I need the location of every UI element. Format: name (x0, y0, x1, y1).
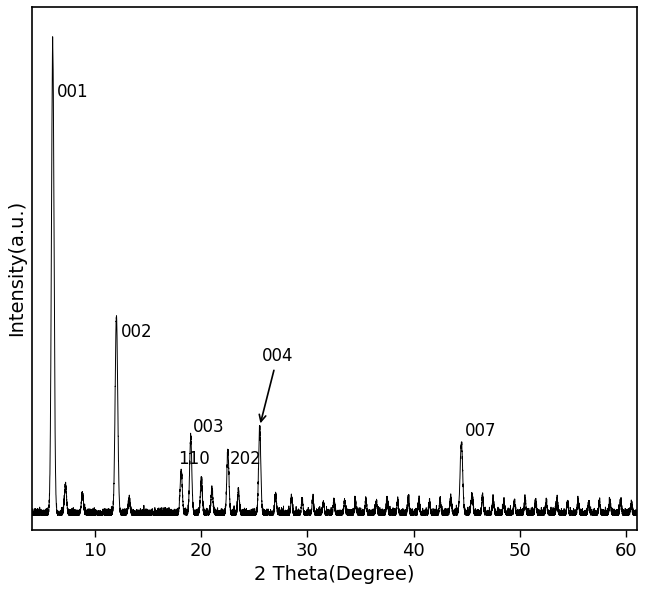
Y-axis label: Intensity(a.u.): Intensity(a.u.) (7, 200, 26, 336)
Text: 202: 202 (230, 450, 262, 469)
X-axis label: 2 Theta(Degree): 2 Theta(Degree) (254, 565, 414, 584)
Text: 004: 004 (259, 347, 293, 421)
Text: 001: 001 (57, 83, 89, 101)
Text: 110: 110 (178, 450, 210, 469)
Text: 003: 003 (193, 417, 224, 436)
Text: 002: 002 (121, 323, 152, 342)
Text: 007: 007 (464, 422, 496, 440)
